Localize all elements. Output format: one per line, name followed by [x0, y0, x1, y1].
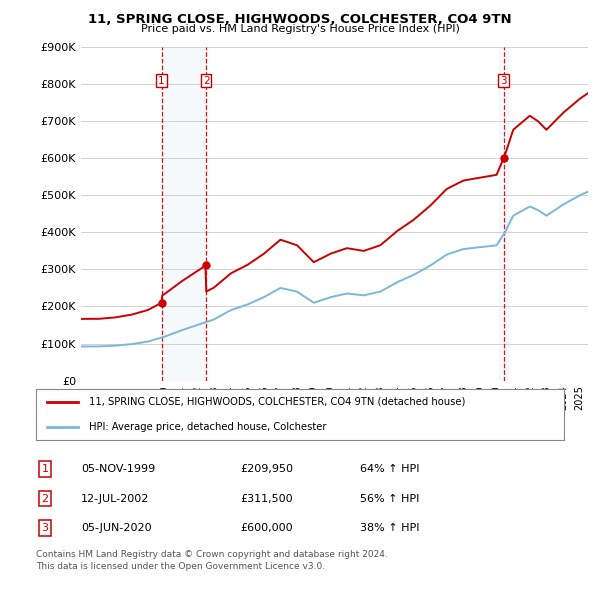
Text: 56% ↑ HPI: 56% ↑ HPI [360, 494, 419, 503]
Bar [161, 47, 206, 381]
Text: £600,000: £600,000 [240, 523, 293, 533]
Text: 12-JUL-2002: 12-JUL-2002 [81, 494, 149, 503]
Text: 05-NOV-1999: 05-NOV-1999 [81, 464, 155, 474]
Text: HPI: Average price, detached house, Colchester: HPI: Average price, detached house, Colc… [89, 422, 326, 432]
Text: 2: 2 [41, 494, 49, 503]
Text: 64% ↑ HPI: 64% ↑ HPI [360, 464, 419, 474]
Text: This data is licensed under the Open Government Licence v3.0.: This data is licensed under the Open Gov… [36, 562, 325, 571]
Text: 1: 1 [158, 76, 165, 86]
Text: 2: 2 [203, 76, 209, 86]
Text: 11, SPRING CLOSE, HIGHWOODS, COLCHESTER, CO4 9TN: 11, SPRING CLOSE, HIGHWOODS, COLCHESTER,… [88, 13, 512, 26]
Text: Price paid vs. HM Land Registry's House Price Index (HPI): Price paid vs. HM Land Registry's House … [140, 24, 460, 34]
Text: 1: 1 [41, 464, 49, 474]
Text: 3: 3 [41, 523, 49, 533]
Text: 11, SPRING CLOSE, HIGHWOODS, COLCHESTER, CO4 9TN (detached house): 11, SPRING CLOSE, HIGHWOODS, COLCHESTER,… [89, 397, 465, 407]
Text: 38% ↑ HPI: 38% ↑ HPI [360, 523, 419, 533]
Bar [499, 47, 508, 381]
Text: Contains HM Land Registry data © Crown copyright and database right 2024.: Contains HM Land Registry data © Crown c… [36, 550, 388, 559]
Text: 3: 3 [500, 76, 507, 86]
Text: £209,950: £209,950 [240, 464, 293, 474]
Text: 05-JUN-2020: 05-JUN-2020 [81, 523, 152, 533]
Text: £311,500: £311,500 [240, 494, 293, 503]
